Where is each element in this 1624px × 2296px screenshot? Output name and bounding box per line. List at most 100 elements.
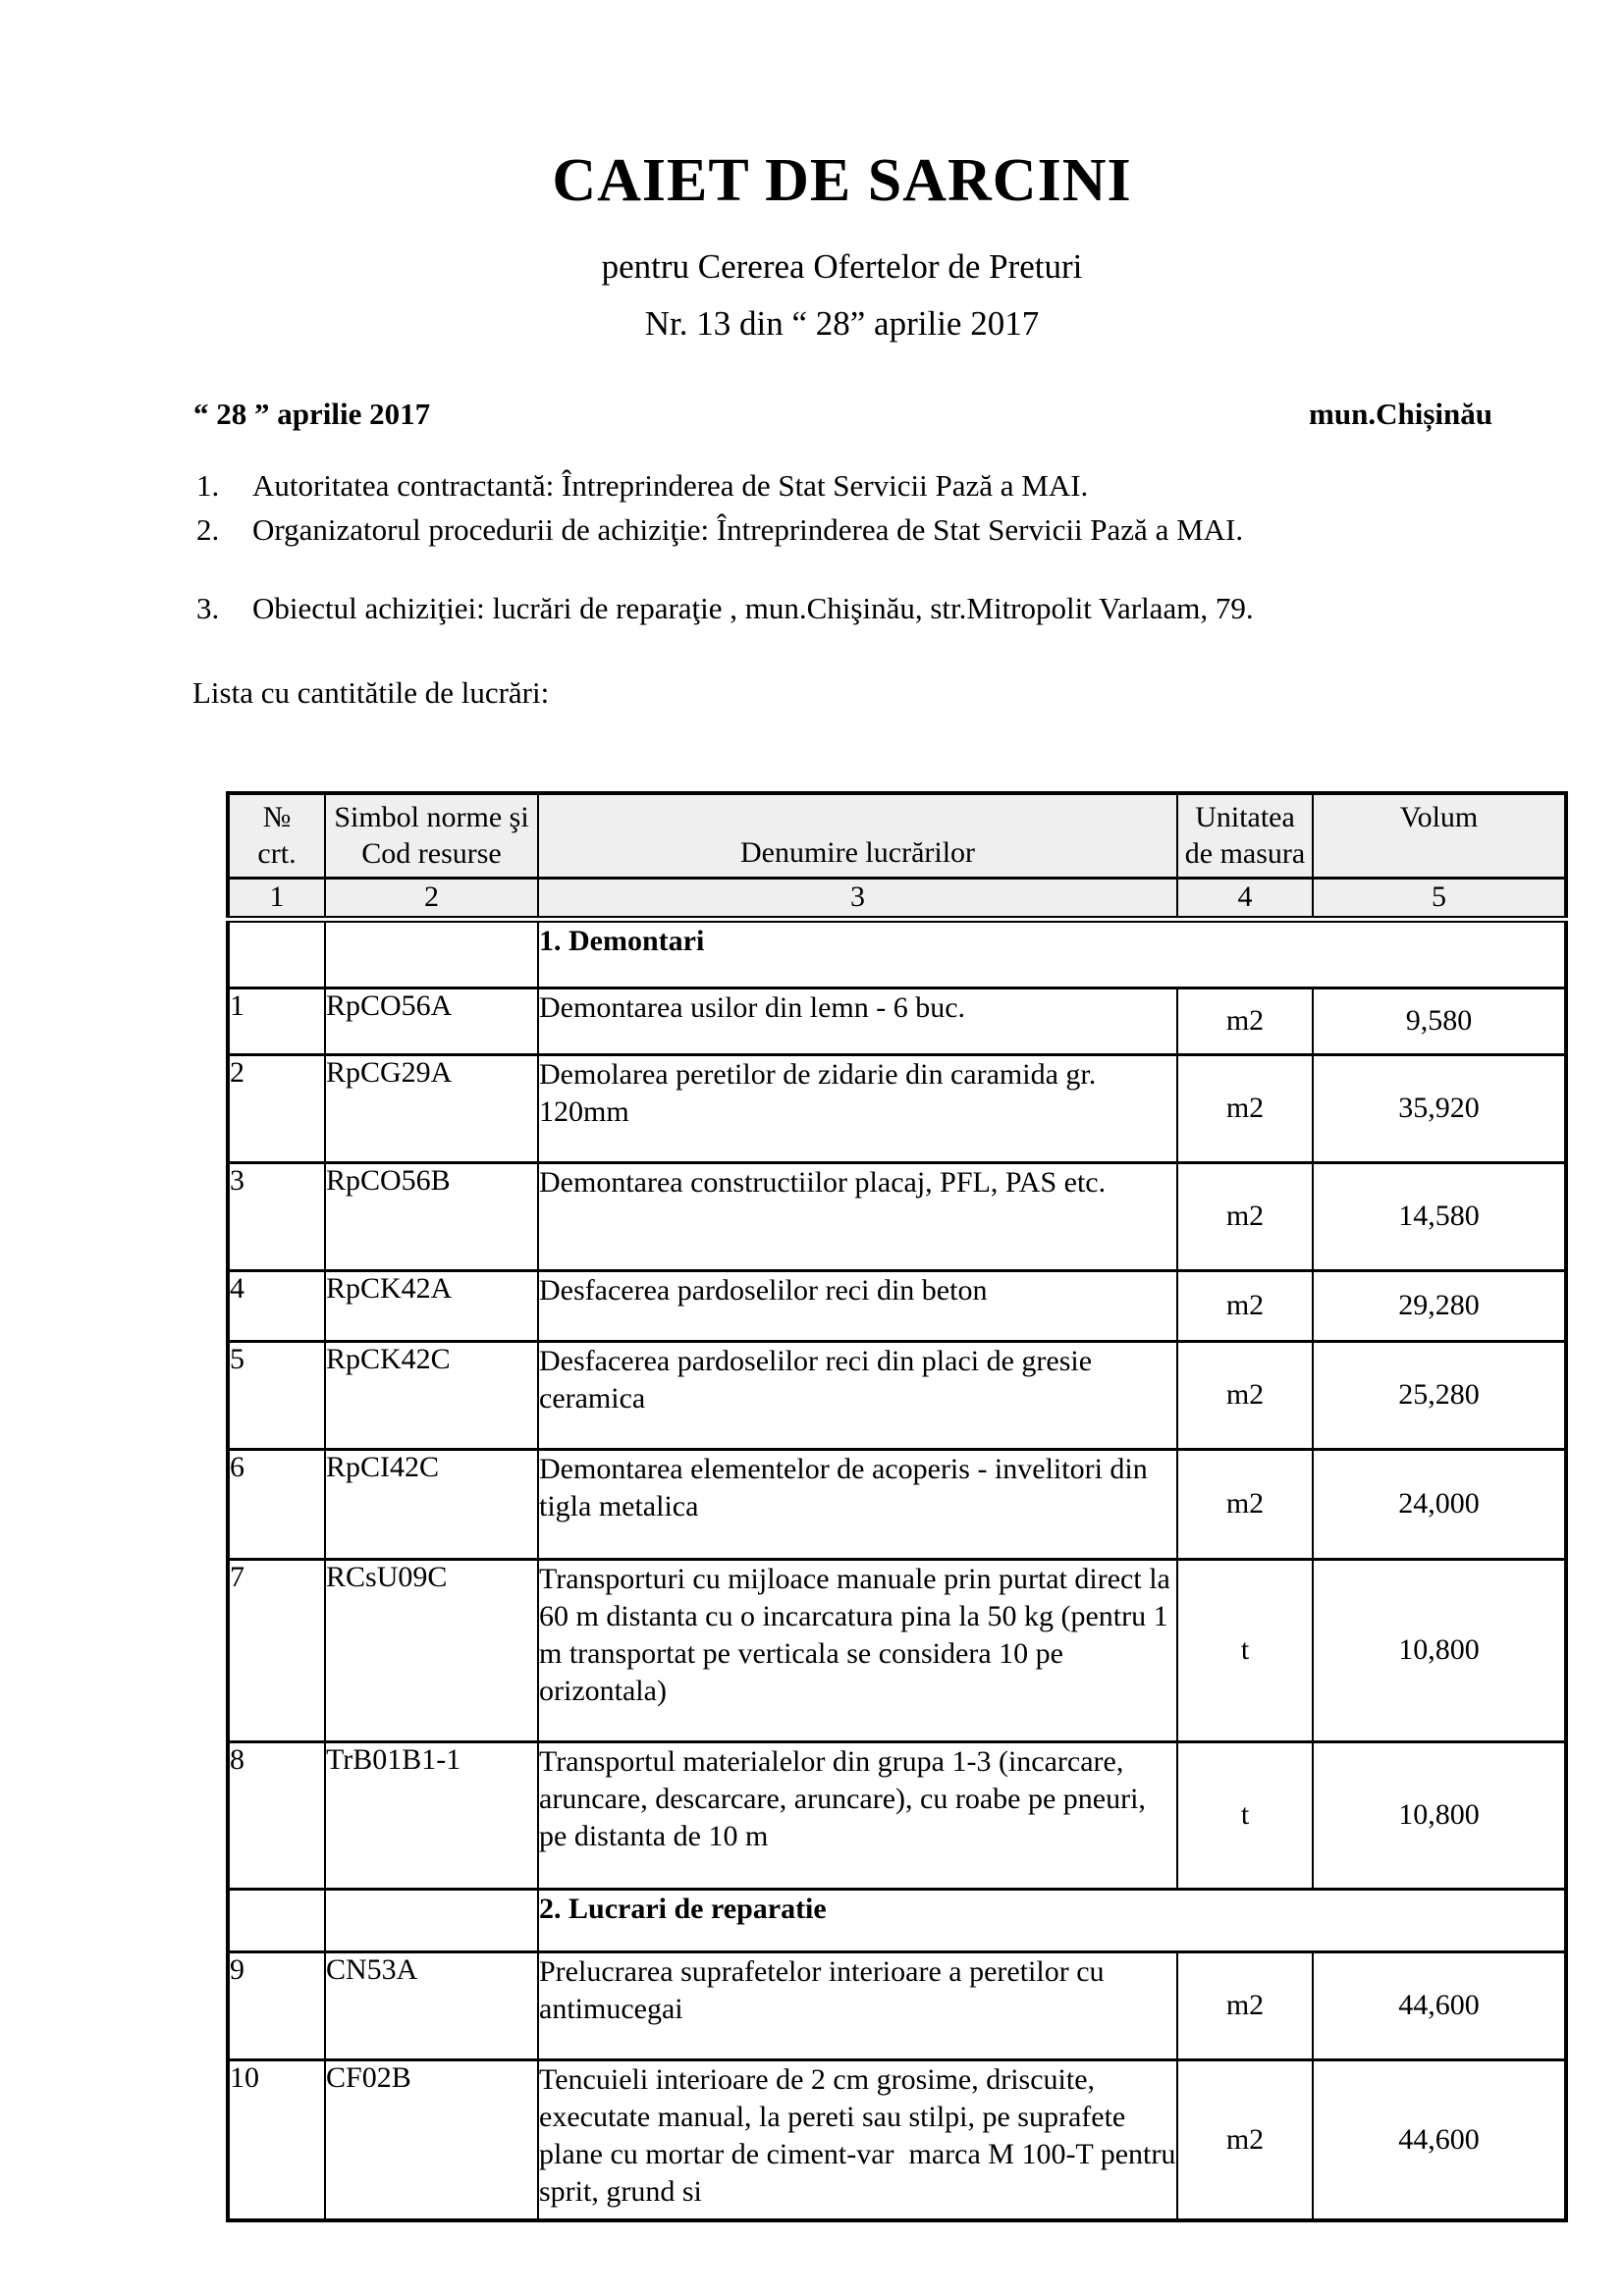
row-volume: 14,580 [1312, 1160, 1567, 1272]
row-no: 9 [227, 1949, 326, 2061]
table-row: 4 RpCK42A Desfacerea pardoselilor reci d… [227, 1268, 1567, 1343]
row-volume: 10,800 [1312, 1557, 1567, 1743]
row-name: Transporturi cu mijloace manuale prin pu… [537, 1557, 1178, 1743]
list-item: 2. Organizatorul procedurii de achiziţie… [196, 507, 1492, 552]
row-no: 7 [227, 1557, 326, 1743]
date-city-row: “ 28 ” aprilie 2017 mun.Chișinău [193, 395, 1492, 434]
row-volume: 9,580 [1312, 986, 1567, 1056]
row-code: RCsU09C [324, 1557, 539, 1743]
document-number-line: Nr. 13 din “ 28” aprilie 2017 [644, 304, 1040, 343]
list-item-number: 3. [196, 591, 220, 625]
row-name: Demontarea usilor din lemn - 6 buc. [537, 986, 1178, 1056]
row-name: Demontarea elementelor de acoperis - inv… [537, 1447, 1178, 1561]
row-code: RpCG29A [324, 1052, 539, 1164]
row-code: RpCK42A [324, 1268, 539, 1343]
list-item: 1. Autoritatea contractantă: Întreprinde… [196, 463, 1492, 507]
row-name: Desfacerea pardoselilor reci din placi d… [537, 1339, 1178, 1451]
header-code-line1: Simbol norme şi [334, 801, 529, 834]
header-unit-line1: Unitatea [1195, 801, 1295, 834]
row-name: Demolarea peretilor de zidarie din caram… [537, 1052, 1178, 1164]
numbered-list: 1. Autoritatea contractantă: Întreprinde… [196, 463, 1492, 630]
row-code: RpCO56B [324, 1160, 539, 1272]
section-title: 1. Demontari [537, 917, 1567, 989]
table-row: 9 CN53A Prelucrarea suprafetelor interio… [227, 1949, 1567, 2061]
table-section-row: 1. Demontari [227, 917, 1567, 989]
document-header: CAIET DE SARCINI pentru Cererea Ofertelo… [0, 0, 1624, 346]
row-volume: 29,280 [1312, 1268, 1567, 1343]
table-row: 6 RpCI42C Demontarea elementelor de acop… [227, 1447, 1567, 1561]
list-item-number: 2. [196, 512, 220, 547]
row-no: 5 [227, 1339, 326, 1451]
document-city: mun.Chișinău [1309, 397, 1492, 431]
header-unit: Unitatea de masura [1176, 791, 1314, 880]
row-volume: 44,600 [1312, 1949, 1567, 2061]
column-number: 4 [1176, 876, 1314, 923]
list-item-text: Organizatorul procedurii de achiziţie: Î… [252, 512, 1244, 547]
column-number: 2 [324, 876, 539, 923]
header-unit-line2: de masura [1184, 837, 1306, 871]
table-section-row: 2. Lucrari de reparatie [227, 1887, 1567, 1953]
header-no-line1: № [262, 801, 292, 834]
row-volume: 10,800 [1312, 1739, 1567, 1891]
row-unit: m2 [1176, 1268, 1314, 1343]
row-volume: 44,600 [1312, 2057, 1567, 2222]
section-empty-code [324, 1887, 539, 1953]
list-item-text: Autoritatea contractantă: Întreprinderea… [252, 468, 1089, 503]
row-volume: 24,000 [1312, 1447, 1567, 1561]
list-item-text: Obiectul achiziţiei: lucrări de reparaţi… [252, 591, 1254, 625]
row-no: 6 [227, 1447, 326, 1561]
row-unit: m2 [1176, 1160, 1314, 1272]
row-name: Tencuieli interioare de 2 cm grosime, dr… [537, 2057, 1178, 2222]
row-code: CF02B [324, 2057, 539, 2222]
row-unit: m2 [1176, 1447, 1314, 1561]
row-no: 8 [227, 1739, 326, 1891]
row-unit: m2 [1176, 1339, 1314, 1451]
row-name: Prelucrarea suprafetelor interioare a pe… [537, 1949, 1178, 2061]
row-unit: t [1176, 1739, 1314, 1891]
table-header-row: № crt. Simbol norme şi Cod resurse Denum… [227, 791, 1567, 880]
section-empty-no [227, 917, 326, 989]
row-code: RpCO56A [324, 986, 539, 1056]
row-name: Desfacerea pardoselilor reci din beton [537, 1268, 1178, 1343]
row-name: Transportul materialelor din grupa 1-3 (… [537, 1739, 1178, 1891]
row-code: CN53A [324, 1949, 539, 2061]
row-unit: m2 [1176, 986, 1314, 1056]
column-number: 1 [227, 876, 326, 923]
row-no: 1 [227, 986, 326, 1056]
header-no: № crt. [227, 791, 326, 880]
table-row: 10 CF02B Tencuieli interioare de 2 cm gr… [227, 2057, 1567, 2222]
section-title: 2. Lucrari de reparatie [537, 1887, 1567, 1953]
page-title: CAIET DE SARCINI [552, 147, 1132, 214]
header-name: Denumire lucrărilor [537, 791, 1178, 880]
row-volume: 35,920 [1312, 1052, 1567, 1164]
section-empty-code [324, 917, 539, 989]
row-unit: m2 [1176, 1949, 1314, 2061]
works-list-intro: Lista cu cantitătile de lucrări: [192, 675, 550, 710]
row-code: RpCK42C [324, 1339, 539, 1451]
row-code: TrB01B1-1 [324, 1739, 539, 1891]
row-no: 10 [227, 2057, 326, 2222]
row-name: Demontarea constructiilor placaj, PFL, P… [537, 1160, 1178, 1272]
table-row: 8 TrB01B1-1 Transportul materialelor din… [227, 1739, 1567, 1891]
table-row: 3 RpCO56B Demontarea constructiilor plac… [227, 1160, 1567, 1272]
works-table: № crt. Simbol norme şi Cod resurse Denum… [226, 791, 1568, 2222]
section-empty-no [227, 1887, 326, 1953]
header-no-line2: crt. [257, 837, 297, 871]
column-number: 3 [537, 876, 1178, 923]
row-unit: m2 [1176, 1052, 1314, 1164]
header-volume: Volum [1312, 791, 1567, 880]
column-number-row: 1 2 3 4 5 [227, 876, 1567, 923]
table-row: 1 RpCO56A Demontarea usilor din lemn - 6… [227, 986, 1567, 1056]
header-code-line2: Cod resurse [361, 837, 502, 871]
row-no: 2 [227, 1052, 326, 1164]
column-number: 5 [1312, 876, 1567, 923]
row-unit: t [1176, 1557, 1314, 1743]
table-row: 5 RpCK42C Desfacerea pardoselilor reci d… [227, 1339, 1567, 1451]
row-code: RpCI42C [324, 1447, 539, 1561]
table-row: 7 RCsU09C Transporturi cu mijloace manua… [227, 1557, 1567, 1743]
row-unit: m2 [1176, 2057, 1314, 2222]
page-subtitle: pentru Cererea Ofertelor de Preturi [601, 247, 1083, 286]
table-row: 2 RpCG29A Demolarea peretilor de zidarie… [227, 1052, 1567, 1164]
list-item-number: 1. [196, 468, 220, 503]
